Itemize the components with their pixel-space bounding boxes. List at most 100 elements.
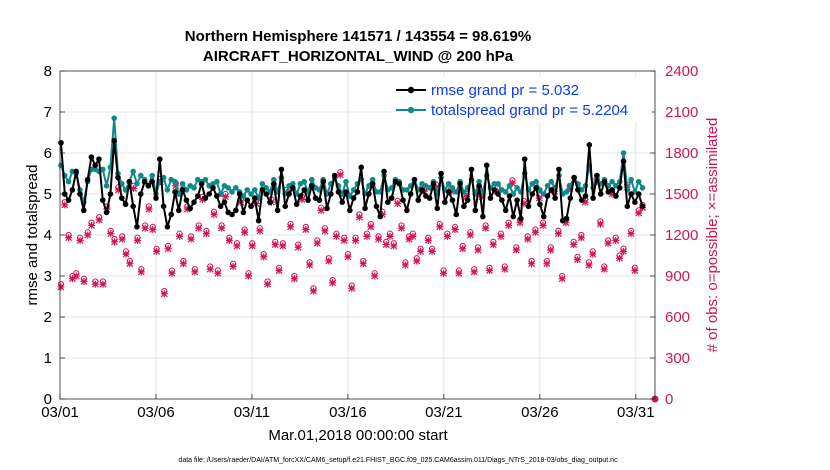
obs-assimilated-marker xyxy=(386,232,394,240)
rmse-point xyxy=(84,176,91,183)
rmse-point xyxy=(267,199,273,205)
obs-assimilated-marker xyxy=(505,221,513,229)
rmse-point xyxy=(624,203,631,210)
rmse-point xyxy=(331,172,338,179)
obs-assimilated-marker xyxy=(111,238,119,246)
rmse-point xyxy=(620,158,627,164)
y-right-tick-label: 0 xyxy=(665,391,673,408)
obs-assimilated-marker xyxy=(375,235,383,243)
rmse-point xyxy=(301,187,308,193)
obs-assimilated-marker xyxy=(359,260,367,268)
obs-assimilated-marker xyxy=(470,268,478,276)
rmse-point xyxy=(118,195,125,201)
rmse-point xyxy=(609,187,615,193)
obs-assimilated-marker xyxy=(183,205,191,213)
obs-assimilated-marker xyxy=(352,236,360,244)
rmse-point xyxy=(194,193,201,199)
spread-point xyxy=(191,185,197,191)
rmse-point xyxy=(240,209,247,216)
x-tick-label: 03/26 xyxy=(521,404,559,421)
spread-point xyxy=(639,185,646,191)
spread-point xyxy=(309,176,315,183)
rmse-point xyxy=(578,197,585,203)
obs-assimilated-marker xyxy=(493,187,501,195)
y-left-tick-label: 8 xyxy=(44,63,52,80)
rmse-point xyxy=(111,137,117,144)
rmse-point xyxy=(134,224,140,230)
obs-assimilated-marker xyxy=(264,280,272,288)
rmse-point xyxy=(411,176,418,183)
legend: rmse grand pr = 5.032 totalspread grand … xyxy=(392,77,652,121)
obs-assimilated-marker xyxy=(133,236,141,244)
rmse-point xyxy=(407,191,414,197)
rmse-point xyxy=(293,201,300,208)
rmse-point xyxy=(533,185,539,191)
obs-assimilated-marker xyxy=(195,224,203,232)
rmse-point xyxy=(548,187,555,193)
rmse-point xyxy=(187,205,193,212)
rmse-point xyxy=(468,166,475,173)
obs-assimilated-marker xyxy=(80,277,88,285)
rmse-point xyxy=(552,195,558,201)
legend-box xyxy=(392,77,652,121)
rmse-point xyxy=(96,156,102,162)
obs-assimilated-marker xyxy=(520,200,528,208)
rmse-point xyxy=(328,191,334,197)
rmse-point xyxy=(480,213,486,220)
obs-assimilated-marker xyxy=(577,234,585,242)
y-left-tick-label: 0 xyxy=(44,391,52,408)
obs-assimilated-marker xyxy=(218,224,226,232)
obs-assimilated-marker xyxy=(95,216,103,224)
y-left-tick-label: 5 xyxy=(44,186,52,203)
rmse-point xyxy=(400,197,406,203)
obs-assimilated-marker xyxy=(160,290,168,298)
obs-assimilated-marker xyxy=(489,241,497,249)
obs-assimilated-marker xyxy=(149,226,157,234)
y-left-tick-label: 1 xyxy=(44,350,52,367)
rmse-point xyxy=(388,195,395,201)
spread-point xyxy=(134,180,140,187)
rmse-point xyxy=(502,207,509,214)
obs-assimilated-marker xyxy=(137,268,145,276)
rmse-point xyxy=(339,199,346,205)
obs-assimilated-marker xyxy=(187,235,195,243)
rmse-point xyxy=(206,191,213,197)
rmse-point xyxy=(217,203,224,210)
spread-point xyxy=(449,185,456,191)
grid xyxy=(60,71,655,399)
rmse-point xyxy=(202,195,209,201)
rmse-point xyxy=(320,178,327,185)
spread-point xyxy=(137,172,144,179)
rmse-point xyxy=(582,193,589,199)
rmse-point xyxy=(434,205,441,212)
spread-point xyxy=(544,183,551,189)
obs-assimilated-marker xyxy=(202,230,210,238)
rmse-point xyxy=(362,205,368,212)
rmse-point xyxy=(510,213,517,220)
spread-point xyxy=(130,168,136,175)
spread-point xyxy=(252,187,258,193)
rmse-point xyxy=(198,180,205,187)
x-tick-label: 03/21 xyxy=(425,404,463,421)
spread-point xyxy=(244,187,251,193)
obs-assimilated-marker xyxy=(531,228,539,236)
rmse-point xyxy=(430,180,437,187)
rmse-point xyxy=(305,197,311,203)
rmse-point xyxy=(172,189,178,195)
spread-point xyxy=(202,176,209,183)
spread-point xyxy=(495,180,501,187)
rmse-point xyxy=(274,207,281,214)
rmse-point xyxy=(445,189,452,195)
obs-assimilated-marker xyxy=(279,242,287,250)
y-left-tick-label: 4 xyxy=(44,227,52,244)
rmse-point xyxy=(472,207,479,214)
rmse-point xyxy=(575,187,581,193)
y-right-tick-label: 2400 xyxy=(665,63,698,80)
obs-assimilated-marker xyxy=(225,236,233,244)
obs-assimilated-marker xyxy=(382,241,390,249)
obs-assimilated-marker xyxy=(596,220,604,228)
rmse-point xyxy=(137,191,144,197)
y-axis-left-label: rmse and totalspread xyxy=(24,165,41,306)
rmse-point xyxy=(419,187,425,193)
